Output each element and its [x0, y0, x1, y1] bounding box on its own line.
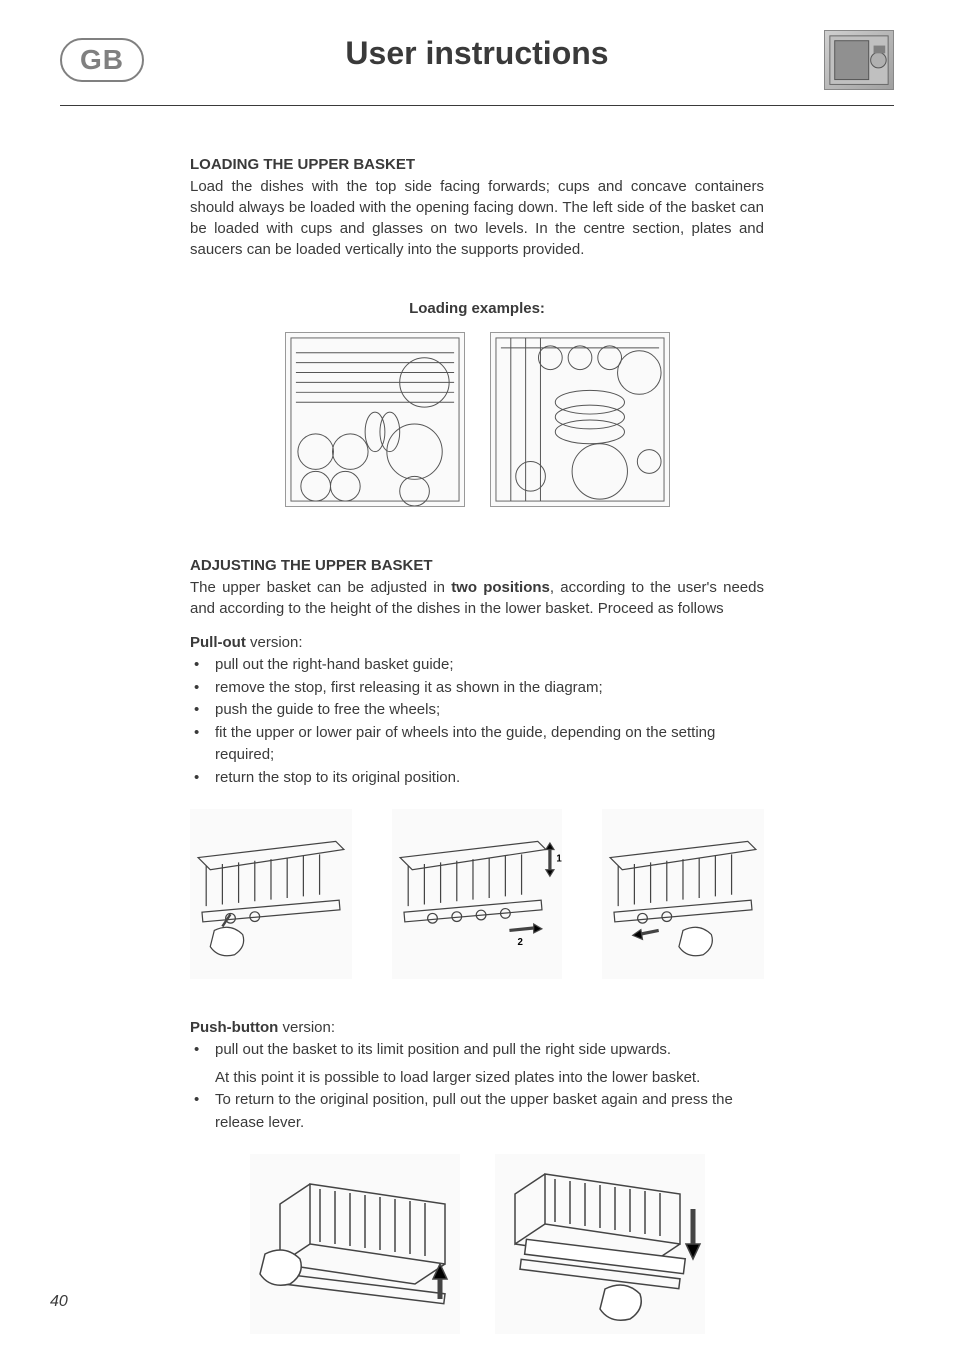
pullout-list: pull out the right-hand basket guide; re…: [190, 654, 764, 789]
loading-section: LOADING THE UPPER BASKET Load the dishes…: [190, 156, 764, 507]
page-title: User instructions: [345, 35, 608, 72]
content-area: LOADING THE UPPER BASKET Load the dishes…: [60, 156, 894, 1334]
pullout-diagrams: 1 2: [190, 809, 764, 979]
pullout-diagram-3: [602, 809, 764, 979]
adjusting-heading: ADJUSTING THE UPPER BASKET: [190, 557, 764, 574]
loading-heading: LOADING THE UPPER BASKET: [190, 156, 764, 173]
pullout-item: pull out the right-hand basket guide;: [190, 654, 764, 677]
pullout-version-label: Pull-out version:: [190, 634, 764, 651]
pushbutton-list: pull out the basket to its limit positio…: [190, 1039, 764, 1062]
pullout-item: return the stop to its original position…: [190, 767, 764, 790]
adjusting-body: The upper basket can be adjusted in two …: [190, 577, 764, 619]
loading-examples-diagrams: [190, 332, 764, 507]
adjusting-section: ADJUSTING THE UPPER BASKET The upper bas…: [190, 557, 764, 1334]
pullout-diagram-2: 1 2: [392, 809, 562, 979]
pullout-item: remove the stop, first releasing it as s…: [190, 677, 764, 700]
loading-examples-label: Loading examples:: [190, 300, 764, 317]
pushbutton-item: pull out the basket to its limit positio…: [190, 1039, 764, 1062]
pushbutton-diagram-1: [250, 1154, 460, 1334]
dishwasher-icon: [824, 30, 894, 90]
pullout-item: push the guide to free the wheels;: [190, 699, 764, 722]
pullout-item: fit the upper or lower pair of wheels in…: [190, 722, 764, 767]
language-badge: GB: [60, 38, 144, 82]
loading-body: Load the dishes with the top side facing…: [190, 176, 764, 260]
svg-text:2: 2: [517, 937, 523, 948]
pushbutton-item: To return to the original position, pull…: [190, 1089, 764, 1134]
pushbutton-version-label: Push-button version:: [190, 1019, 764, 1036]
pullout-diagram-1: [190, 809, 352, 979]
pushbutton-list-2: To return to the original position, pull…: [190, 1089, 764, 1134]
pushbutton-item-sub: At this point it is possible to load lar…: [190, 1067, 764, 1090]
page-number: 40: [50, 1293, 68, 1311]
loading-diagram-1: [285, 332, 465, 507]
pushbutton-diagrams: [190, 1154, 764, 1334]
loading-diagram-2: [490, 332, 670, 507]
svg-text:1: 1: [556, 854, 562, 865]
page-header: GB User instructions: [60, 30, 894, 106]
pushbutton-diagram-2: [495, 1154, 705, 1334]
